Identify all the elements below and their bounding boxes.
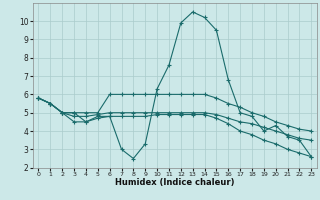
X-axis label: Humidex (Indice chaleur): Humidex (Indice chaleur)	[115, 178, 235, 187]
